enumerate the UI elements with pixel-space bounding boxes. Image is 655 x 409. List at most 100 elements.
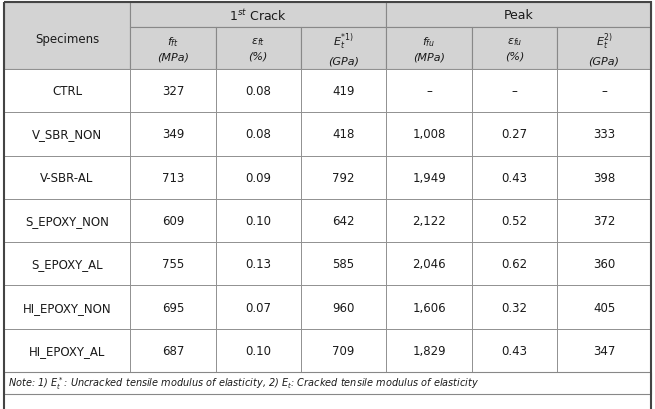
- Text: 2,046: 2,046: [412, 258, 446, 271]
- Text: 0.32: 0.32: [502, 301, 527, 314]
- Bar: [130, 156, 215, 199]
- Text: 0.27: 0.27: [502, 128, 527, 141]
- Text: S_EPOXY_NON: S_EPOXY_NON: [25, 214, 109, 227]
- Text: 419: 419: [333, 85, 355, 98]
- Text: 418: 418: [333, 128, 355, 141]
- Bar: [557, 329, 651, 372]
- Text: $1^{st}$ Crack: $1^{st}$ Crack: [229, 8, 288, 23]
- Bar: [557, 70, 651, 113]
- Bar: [472, 243, 557, 286]
- Text: $E_t^{*1)}$
(GPa): $E_t^{*1)}$ (GPa): [328, 31, 359, 66]
- Bar: [301, 243, 386, 286]
- Bar: [386, 70, 472, 113]
- Text: 713: 713: [162, 171, 184, 184]
- Text: 960: 960: [333, 301, 355, 314]
- Text: Note: 1) $E_t^*$: Uncracked tensile modulus of elasticity, 2) $E_t$: Cracked ten: Note: 1) $E_t^*$: Uncracked tensile modu…: [8, 375, 479, 391]
- Text: V-SBR-AL: V-SBR-AL: [41, 171, 94, 184]
- Text: –: –: [426, 85, 432, 98]
- Bar: [386, 28, 472, 70]
- Bar: [557, 199, 651, 243]
- Bar: [4, 243, 130, 286]
- Text: 372: 372: [593, 214, 615, 227]
- Bar: [130, 329, 215, 372]
- Bar: [386, 243, 472, 286]
- Text: 1,829: 1,829: [412, 344, 446, 357]
- Bar: [4, 3, 130, 70]
- Bar: [215, 286, 301, 329]
- Bar: [386, 329, 472, 372]
- Bar: [301, 28, 386, 70]
- Bar: [557, 28, 651, 70]
- Text: 333: 333: [593, 128, 615, 141]
- Bar: [386, 156, 472, 199]
- Text: 0.08: 0.08: [246, 128, 271, 141]
- Text: Specimens: Specimens: [35, 33, 99, 46]
- Text: 0.07: 0.07: [245, 301, 271, 314]
- Text: 585: 585: [333, 258, 355, 271]
- Bar: [472, 28, 557, 70]
- Bar: [557, 286, 651, 329]
- Bar: [557, 113, 651, 156]
- Bar: [215, 329, 301, 372]
- Text: 349: 349: [162, 128, 184, 141]
- Bar: [386, 286, 472, 329]
- Text: $\epsilon_{fu}$
(%): $\epsilon_{fu}$ (%): [505, 36, 524, 62]
- Text: 0.09: 0.09: [245, 171, 271, 184]
- Bar: [215, 113, 301, 156]
- Text: 360: 360: [593, 258, 615, 271]
- Text: 1,949: 1,949: [412, 171, 446, 184]
- Bar: [301, 113, 386, 156]
- Bar: [301, 286, 386, 329]
- Text: 1,606: 1,606: [412, 301, 446, 314]
- Text: –: –: [601, 85, 607, 98]
- Text: $f_{fu}$
(MPa): $f_{fu}$ (MPa): [413, 35, 445, 63]
- Text: 0.08: 0.08: [246, 85, 271, 98]
- Text: 347: 347: [593, 344, 615, 357]
- Text: HI_EPOXY_NON: HI_EPOXY_NON: [23, 301, 111, 314]
- Text: 687: 687: [162, 344, 184, 357]
- Text: HI_EPOXY_AL: HI_EPOXY_AL: [29, 344, 105, 357]
- Bar: [301, 329, 386, 372]
- Text: 0.10: 0.10: [245, 214, 271, 227]
- Text: 642: 642: [333, 214, 355, 227]
- Bar: [215, 156, 301, 199]
- Bar: [472, 286, 557, 329]
- Bar: [386, 113, 472, 156]
- Bar: [215, 70, 301, 113]
- Bar: [4, 286, 130, 329]
- Bar: [301, 199, 386, 243]
- Bar: [4, 199, 130, 243]
- Bar: [130, 28, 215, 70]
- Bar: [215, 243, 301, 286]
- Text: 695: 695: [162, 301, 184, 314]
- Bar: [130, 113, 215, 156]
- Text: CTRL: CTRL: [52, 85, 82, 98]
- Text: 327: 327: [162, 85, 184, 98]
- Text: 755: 755: [162, 258, 184, 271]
- Bar: [386, 199, 472, 243]
- Text: 0.13: 0.13: [245, 258, 271, 271]
- Bar: [4, 372, 651, 394]
- Bar: [472, 199, 557, 243]
- Bar: [130, 199, 215, 243]
- Text: $f_{ft}$
(MPa): $f_{ft}$ (MPa): [157, 35, 189, 63]
- Text: V_SBR_NON: V_SBR_NON: [32, 128, 102, 141]
- Text: –: –: [512, 85, 517, 98]
- Bar: [386, 3, 651, 28]
- Text: 609: 609: [162, 214, 184, 227]
- Text: 0.43: 0.43: [502, 344, 527, 357]
- Text: $E_t^{2)}$
(GPa): $E_t^{2)}$ (GPa): [589, 31, 620, 66]
- Text: S_EPOXY_AL: S_EPOXY_AL: [31, 258, 103, 271]
- Bar: [4, 329, 130, 372]
- Bar: [215, 28, 301, 70]
- Text: 2,122: 2,122: [412, 214, 446, 227]
- Bar: [130, 243, 215, 286]
- Bar: [215, 199, 301, 243]
- Text: Peak: Peak: [504, 9, 534, 22]
- Bar: [130, 3, 386, 28]
- Bar: [472, 70, 557, 113]
- Bar: [4, 70, 130, 113]
- Text: 1,008: 1,008: [413, 128, 446, 141]
- Text: 0.62: 0.62: [502, 258, 527, 271]
- Bar: [472, 329, 557, 372]
